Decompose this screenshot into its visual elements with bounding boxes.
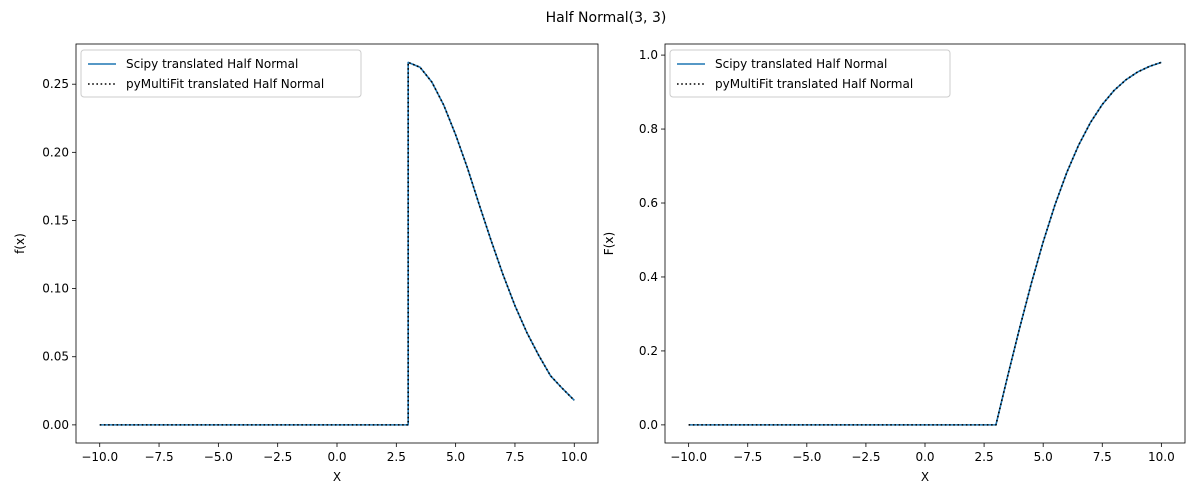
y-tick-label: 0.0 <box>639 418 658 432</box>
y-tick-label: 0.00 <box>42 418 69 432</box>
y-tick-label: 0.6 <box>639 196 658 210</box>
legend-box <box>80 49 362 98</box>
x-axis-label: X <box>921 470 929 484</box>
y-axis-label: f(x) <box>13 233 27 254</box>
series-line-0 <box>688 61 1162 426</box>
x-tick-label: −5.0 <box>204 450 233 464</box>
series-line-0 <box>99 61 575 426</box>
y-axis-label: F(x) <box>602 232 616 255</box>
y-tick-label: 0.05 <box>42 350 69 364</box>
legend-label: Scipy translated Half Normal <box>126 57 298 71</box>
y-tick-label: 1.0 <box>639 48 658 62</box>
x-tick-label: −7.5 <box>733 450 762 464</box>
x-tick-label: −10.0 <box>670 450 707 464</box>
x-tick-label: −10.0 <box>81 450 118 464</box>
x-tick-label: 5.0 <box>1034 450 1053 464</box>
x-tick-label: −2.5 <box>851 450 880 464</box>
pdf-plot: −10.0 −7.5 −5.0 −2.5 0.0 2.5 5.0 7.5 10.0 0.00 0.0… <box>13 43 599 484</box>
x-tick-label: −7.5 <box>144 450 173 464</box>
legend-box <box>669 49 951 98</box>
x-tick-label: 0.0 <box>915 450 934 464</box>
y-tick-label: 0.2 <box>639 344 658 358</box>
legend-label: pyMultiFit translated Half Normal <box>126 77 324 91</box>
y-tick-label: 0.25 <box>42 77 69 91</box>
legend-label: Scipy translated Half Normal <box>715 57 887 71</box>
cdf-plot: −10.0 −7.5 −5.0 −2.5 0.0 2.5 5.0 7.5 10.0 0.0 0.2 0… <box>602 43 1186 484</box>
x-tick-label: 7.5 <box>1093 450 1112 464</box>
x-axis-label: X <box>333 470 341 484</box>
y-tick-label: 0.15 <box>42 213 69 227</box>
legend-label: pyMultiFit translated Half Normal <box>715 77 913 91</box>
figure-title: Half Normal(3, 3) <box>546 10 667 26</box>
x-tick-label: 7.5 <box>505 450 524 464</box>
series-line-1 <box>99 61 575 426</box>
axes-frame <box>664 43 1186 444</box>
y-tick-label: 0.20 <box>42 145 69 159</box>
y-tick-label: 0.8 <box>639 122 658 136</box>
y-tick-label: 0.10 <box>42 282 69 296</box>
x-tick-label: 0.0 <box>327 450 346 464</box>
y-tick-label: 0.4 <box>639 270 658 284</box>
x-tick-label: 10.0 <box>561 450 588 464</box>
x-tick-label: −5.0 <box>792 450 821 464</box>
x-tick-label: 2.5 <box>387 450 406 464</box>
axes-frame <box>75 43 599 444</box>
x-tick-label: 5.0 <box>446 450 465 464</box>
x-tick-label: −2.5 <box>263 450 292 464</box>
x-tick-label: 10.0 <box>1148 450 1175 464</box>
series-line-1 <box>688 61 1162 426</box>
x-tick-label: 2.5 <box>975 450 994 464</box>
